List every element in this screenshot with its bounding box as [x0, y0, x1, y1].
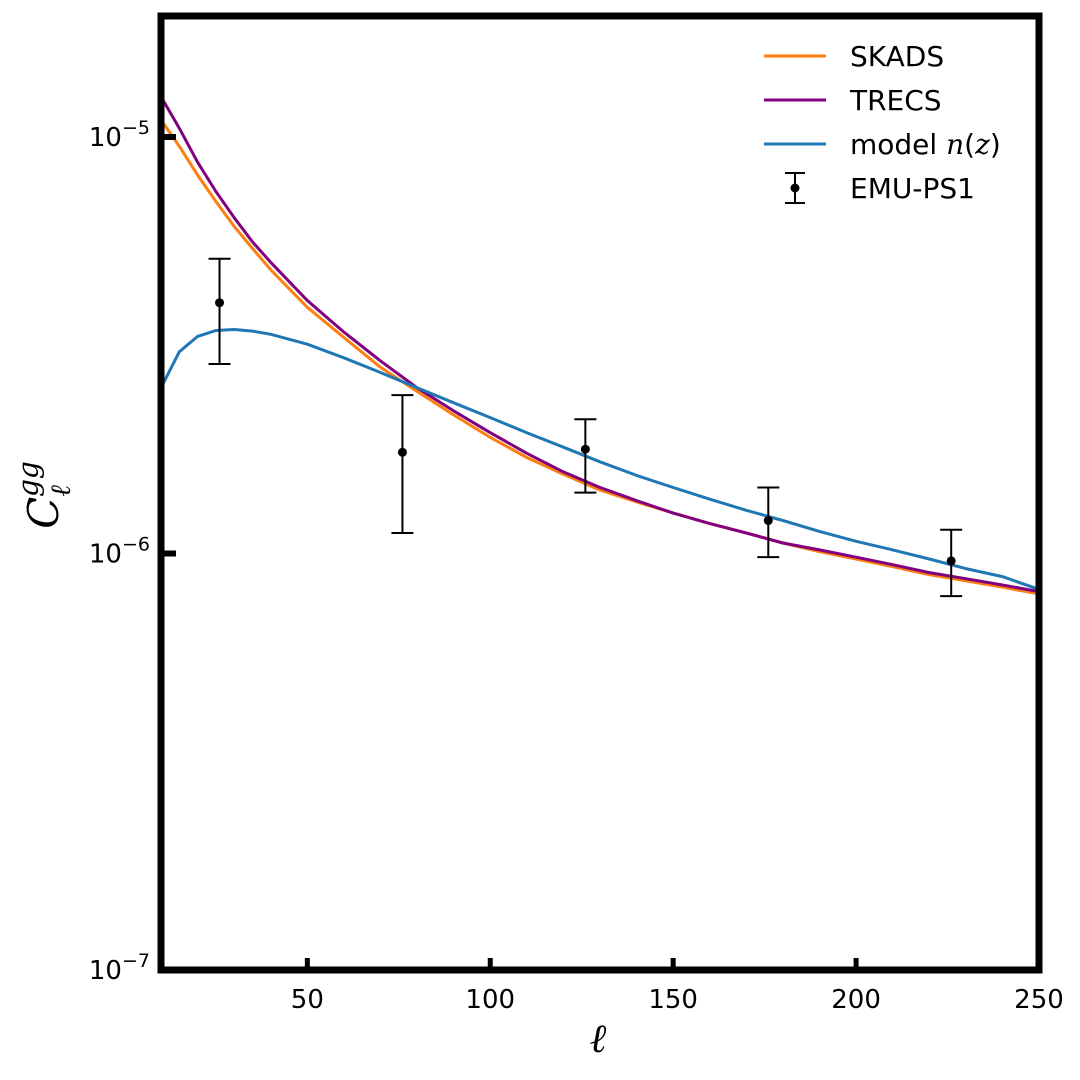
x-tick-label: 150	[648, 985, 698, 1015]
y-tick-label: 10−6	[89, 534, 150, 570]
data-marker	[946, 556, 956, 566]
legend-label: EMU-PS1	[850, 172, 975, 205]
legend: SKADS TRECS model n(z) EMU-PS1	[764, 40, 1001, 205]
data-point	[391, 394, 414, 535]
data-point	[574, 418, 597, 494]
y-axis-label-sub: ℓ	[44, 485, 77, 497]
legend-label: SKADS	[850, 40, 944, 73]
x-tick-label: 250	[1014, 985, 1064, 1015]
series-line-1	[161, 118, 1039, 596]
data-marker	[580, 444, 590, 454]
data-point	[757, 486, 780, 559]
x-axis: 50 100 150 200 250	[291, 958, 1064, 1015]
y-axis: 10−7 10−6 10−5	[89, 117, 176, 986]
legend-item: SKADS	[764, 40, 944, 73]
data-points-layer	[208, 257, 963, 598]
y-tick-label: 10−7	[89, 950, 150, 986]
data-point	[940, 528, 963, 598]
x-tick-label: 50	[291, 985, 324, 1015]
legend-item: model n(z)	[764, 128, 1001, 161]
y-axis-label-sup: gg	[12, 461, 45, 497]
data-point	[208, 257, 231, 366]
series-line-2	[161, 95, 1039, 594]
legend-label: model n(z)	[850, 128, 1001, 161]
series-line-3	[161, 328, 1039, 591]
legend-item: TRECS	[764, 84, 942, 117]
data-marker	[397, 447, 407, 457]
legend-marker	[790, 183, 800, 193]
y-axis-label: Cℓgg	[12, 461, 77, 529]
x-tick-label: 200	[831, 985, 881, 1015]
legend-item: EMU-PS1	[785, 172, 975, 205]
data-marker	[763, 516, 773, 526]
data-marker	[215, 298, 225, 308]
plot-frame	[157, 12, 1043, 974]
series-layer	[161, 95, 1039, 596]
legend-label: TRECS	[849, 84, 942, 117]
x-axis-label: ℓ	[590, 1016, 607, 1062]
svg-text:Cℓgg: Cℓgg	[12, 461, 77, 529]
x-tick-label: 100	[465, 985, 515, 1015]
y-axis-label-base: C	[19, 497, 68, 529]
y-tick-label: 10−5	[89, 117, 150, 153]
